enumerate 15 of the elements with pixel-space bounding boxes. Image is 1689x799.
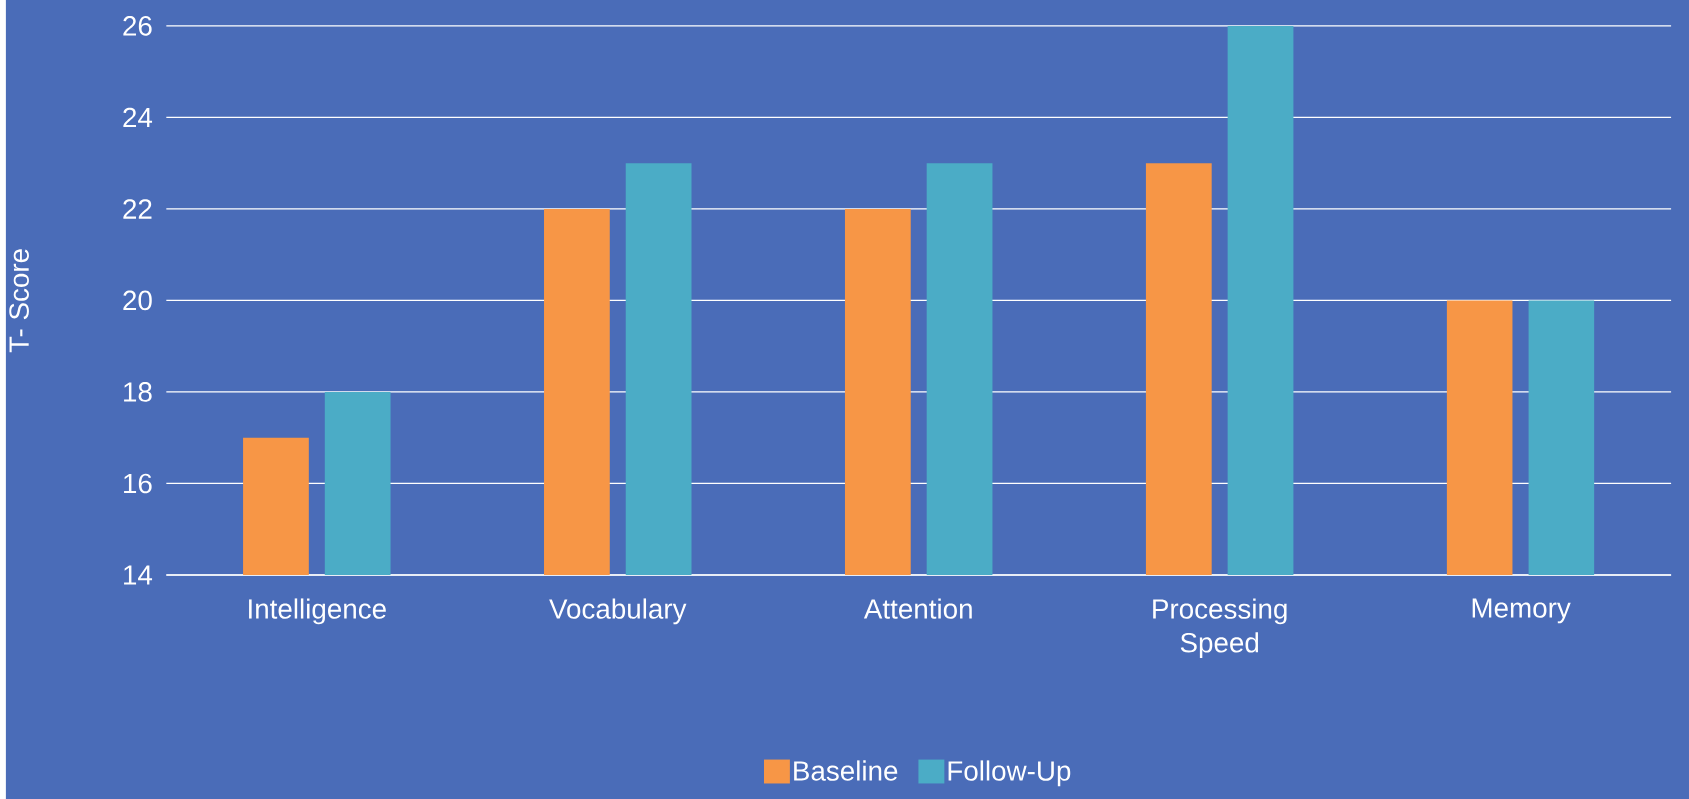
- x-tick-label: Vocabulary: [549, 598, 687, 625]
- x-tick-label: Attention: [863, 598, 972, 619]
- x-tick-label: Memory: [1472, 598, 1571, 624]
- y-tick-label: 26: [123, 15, 152, 36]
- legend-label: Follow-Up: [948, 760, 1071, 787]
- y-tick-label: 24: [123, 107, 153, 128]
- y-tick-label: 20: [123, 290, 152, 311]
- y-tick-label: 14: [124, 565, 153, 585]
- x-tick-label: Intelligence: [249, 598, 386, 625]
- y-tick-label: 22: [123, 199, 152, 219]
- y-axis-title: T- Score: [9, 249, 29, 353]
- y-tick-label: 16: [124, 473, 152, 494]
- x-tick-label: Processing Speed: [1153, 598, 1287, 658]
- y-tick-label: 18: [124, 382, 152, 402]
- legend-label: Baseline: [794, 760, 898, 781]
